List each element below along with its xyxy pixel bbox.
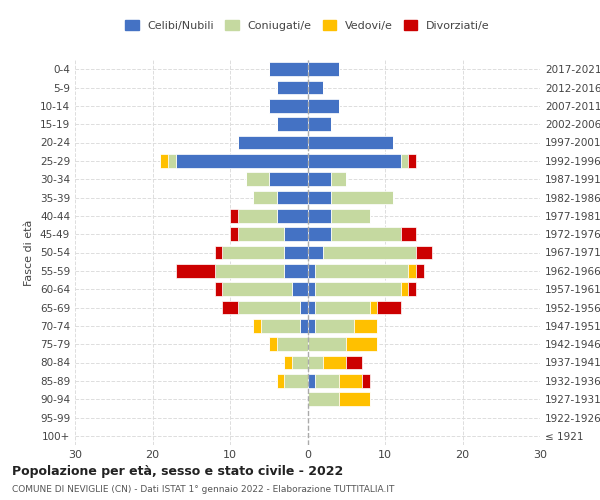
Bar (292, 356, 308, 370)
Legend: Celibi/Nubili, Coniugati/e, Vedovi/e, Divorziati/e: Celibi/Nubili, Coniugati/e, Vedovi/e, Di… (121, 16, 494, 35)
Bar (401, 228, 416, 241)
Bar (315, 264, 408, 278)
Text: Popolazione per età, sesso e stato civile - 2022: Popolazione per età, sesso e stato civil… (12, 465, 343, 478)
Bar (284, 374, 308, 388)
Bar (308, 338, 346, 351)
Bar (308, 228, 331, 241)
Bar (215, 246, 222, 260)
Bar (269, 338, 277, 351)
Bar (346, 356, 362, 370)
Bar (338, 374, 362, 388)
Bar (308, 172, 331, 186)
Bar (292, 282, 308, 296)
Bar (222, 246, 284, 260)
Bar (253, 190, 277, 204)
Bar (284, 228, 308, 241)
Bar (222, 300, 238, 314)
Bar (222, 282, 292, 296)
Bar (277, 374, 284, 388)
Bar (308, 319, 315, 332)
Bar (346, 338, 377, 351)
Bar (238, 300, 300, 314)
Bar (308, 136, 393, 149)
Bar (308, 300, 315, 314)
Bar (168, 154, 176, 168)
Bar (315, 374, 338, 388)
Bar (315, 282, 401, 296)
Bar (238, 136, 308, 149)
Bar (238, 228, 284, 241)
Bar (338, 392, 370, 406)
Bar (308, 80, 323, 94)
Bar (315, 319, 354, 332)
Bar (331, 190, 393, 204)
Bar (284, 356, 292, 370)
Bar (269, 62, 308, 76)
Bar (245, 172, 269, 186)
Bar (277, 209, 308, 222)
Bar (377, 300, 401, 314)
Bar (308, 62, 338, 76)
Bar (176, 154, 308, 168)
Bar (284, 246, 308, 260)
Bar (308, 118, 331, 131)
Bar (308, 264, 315, 278)
Bar (331, 172, 346, 186)
Bar (269, 99, 308, 112)
Text: COMUNE DI NEVIGLIE (CN) - Dati ISTAT 1° gennaio 2022 - Elaborazione TUTTITALIA.I: COMUNE DI NEVIGLIE (CN) - Dati ISTAT 1° … (12, 485, 394, 494)
Bar (230, 228, 238, 241)
Bar (308, 154, 401, 168)
Bar (308, 374, 315, 388)
Bar (300, 300, 308, 314)
Bar (238, 209, 277, 222)
Bar (284, 264, 308, 278)
Bar (277, 80, 308, 94)
Bar (416, 264, 424, 278)
Bar (308, 392, 338, 406)
Bar (331, 228, 401, 241)
Bar (308, 282, 315, 296)
Bar (277, 190, 308, 204)
Bar (277, 118, 308, 131)
Bar (308, 99, 338, 112)
Bar (277, 338, 308, 351)
Bar (408, 154, 416, 168)
Bar (401, 154, 408, 168)
Bar (308, 190, 331, 204)
Bar (308, 246, 323, 260)
Bar (408, 282, 416, 296)
Bar (416, 246, 431, 260)
Y-axis label: Fasce di età: Fasce di età (25, 220, 34, 286)
Bar (308, 209, 331, 222)
Bar (331, 209, 370, 222)
Bar (160, 154, 168, 168)
Bar (176, 264, 215, 278)
Bar (315, 300, 370, 314)
Bar (215, 282, 222, 296)
Bar (253, 319, 261, 332)
Bar (370, 300, 377, 314)
Bar (261, 319, 300, 332)
Bar (308, 356, 323, 370)
Bar (362, 374, 370, 388)
Bar (300, 319, 308, 332)
Bar (408, 264, 416, 278)
Bar (354, 319, 377, 332)
Bar (401, 282, 408, 296)
Bar (215, 264, 284, 278)
Bar (323, 246, 416, 260)
Bar (230, 209, 238, 222)
Bar (269, 172, 308, 186)
Bar (323, 356, 346, 370)
